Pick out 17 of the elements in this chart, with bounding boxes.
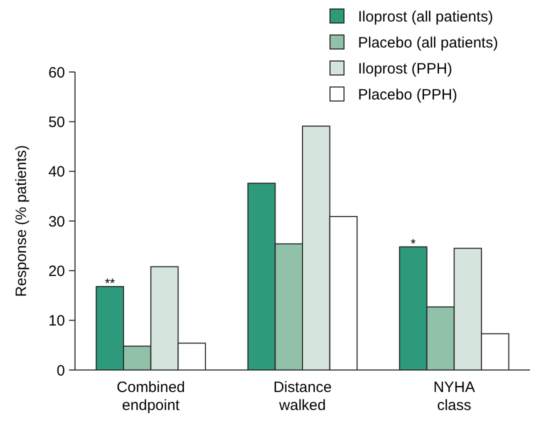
legend-label: Iloprost (PPH)	[358, 60, 452, 78]
y-tick-label: 50	[48, 114, 65, 131]
y-tick-label: 0	[56, 362, 65, 380]
y-axis-title: Response (% patients)	[13, 145, 30, 297]
annotation: **	[104, 276, 115, 291]
y-tick-label: 60	[48, 64, 65, 82]
x-tick-label: Distance walked	[273, 379, 332, 414]
y-tick-label: 20	[48, 262, 65, 280]
annotation: *	[410, 236, 416, 251]
y-tick-label: 30	[48, 213, 65, 230]
legend-label: Iloprost (all patients)	[358, 8, 494, 26]
x-tick-label: NYHA class	[433, 379, 476, 414]
legend-label: Placebo (all patients)	[358, 34, 498, 52]
y-tick-label: 10	[48, 312, 65, 330]
x-tick-label: Combined endpoint	[116, 379, 186, 414]
y-tick-label: 40	[48, 164, 65, 181]
legend-label: Placebo (PPH)	[358, 86, 458, 104]
